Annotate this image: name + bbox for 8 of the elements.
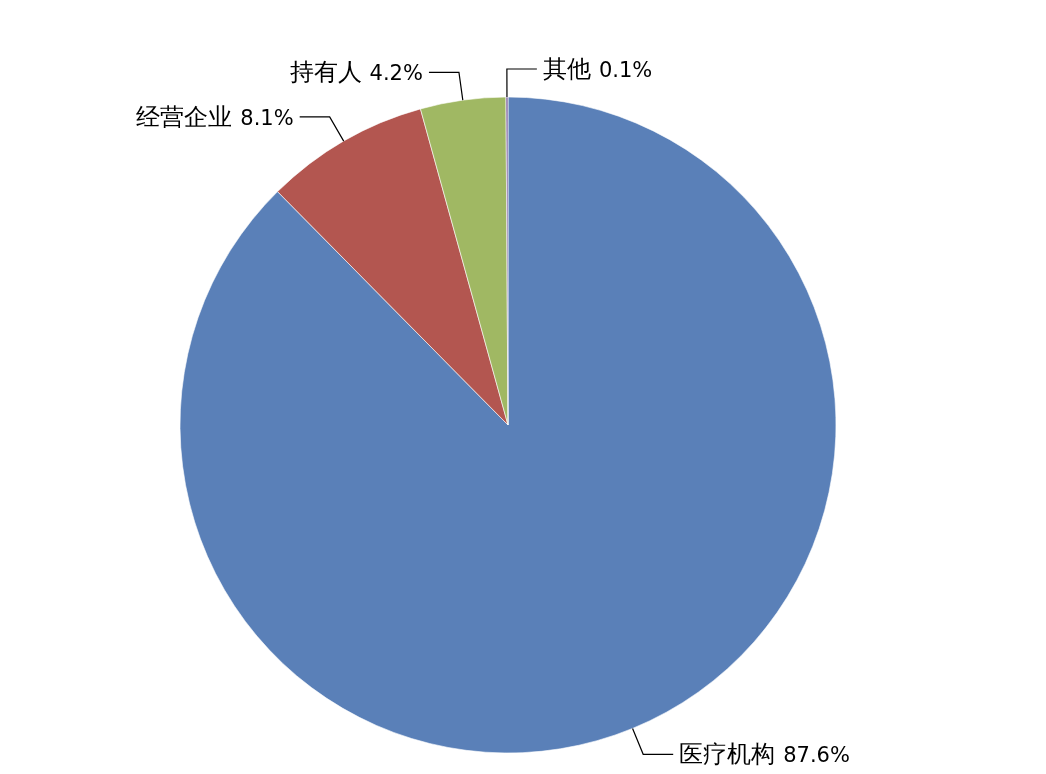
slice-label: 其他 [542, 55, 591, 83]
data-label: 8.1% [240, 105, 294, 130]
data-label: 4.2% [369, 61, 423, 86]
data-label: 0.1% [598, 58, 653, 82]
data-label: 87.6% [783, 743, 850, 768]
slice-label: 持有人 [289, 58, 362, 87]
slice-label: 经营企业 [136, 102, 233, 131]
slice-label: 医疗机构 [679, 740, 776, 769]
